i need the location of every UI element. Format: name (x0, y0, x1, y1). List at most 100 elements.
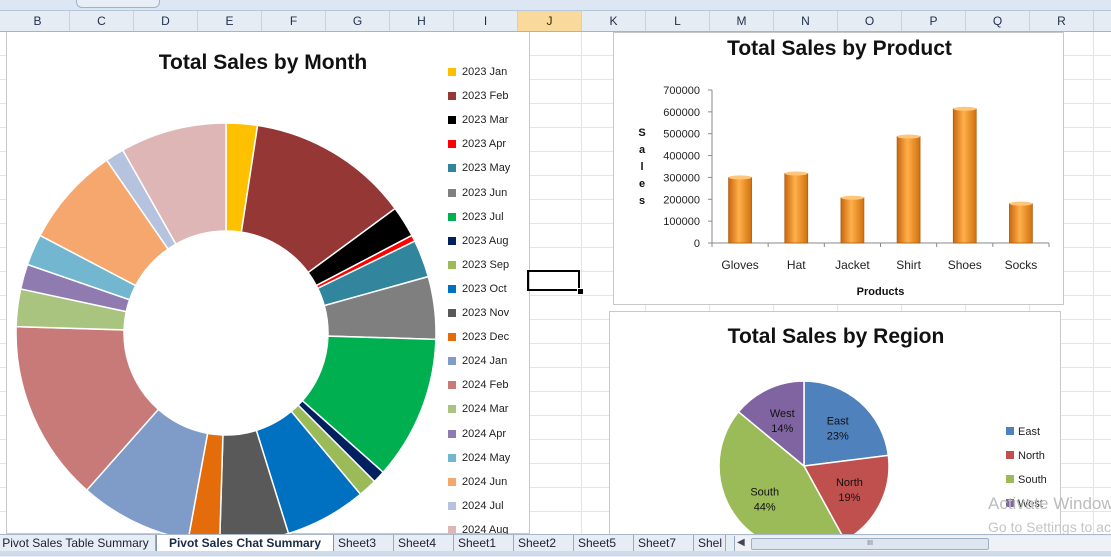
bar-hat[interactable] (784, 173, 809, 244)
column-header-R[interactable]: R (1030, 11, 1094, 31)
column-header-G[interactable]: G (326, 11, 390, 31)
sheet-tab-sheet7[interactable]: Sheet7 (634, 535, 694, 552)
month-chart-title: Total Sales by Month (158, 51, 368, 74)
product-bar-chart[interactable]: Total Sales by Product 0 100000 200000 3000… (613, 32, 1064, 305)
legend-swatch (448, 501, 456, 510)
scrollbar-thumb[interactable]: III (751, 538, 989, 550)
status-bar (0, 551, 1111, 556)
donut-slice-2024-aug[interactable] (121, 122, 227, 246)
region-legend-label: East (1018, 426, 1040, 438)
pie-category-label: North (836, 477, 863, 489)
sheet-tab-sheet1[interactable]: Sheet1 (454, 535, 514, 552)
sheet-tab-sheet5[interactable]: Sheet5 (574, 535, 634, 552)
region-chart-title: Total Sales by Region (727, 325, 945, 348)
x-tick-label: Gloves (721, 258, 758, 272)
month-legend-item: 2023 Aug (448, 234, 509, 248)
selected-cell[interactable] (527, 270, 580, 291)
x-tick-label: Hat (787, 258, 806, 272)
column-header-P[interactable]: P (902, 11, 966, 31)
legend-swatch (448, 453, 456, 462)
month-legend-item: 2023 Dec (448, 330, 509, 344)
column-header-M[interactable]: M (710, 11, 774, 31)
month-legend-item: 2023 Sep (448, 258, 509, 272)
month-donut-chart[interactable]: Total Sales by Month 2023 Jan 2023 Feb 202… (6, 32, 530, 536)
donut-slice-2024-feb[interactable] (15, 325, 160, 492)
legend-swatch (448, 68, 456, 77)
bar-cap (1009, 201, 1033, 206)
bar-cap (784, 171, 808, 176)
column-header-J[interactable]: J (518, 11, 582, 31)
month-legend-item: 2024 May (448, 451, 510, 465)
bar-cap (840, 195, 864, 200)
y-tick-label: 500000 (663, 129, 700, 141)
toolbar-tab-stub[interactable] (76, 0, 160, 8)
legend-label: 2024 Jul (462, 499, 504, 512)
legend-swatch (448, 381, 456, 390)
legend-label: 2023 Feb (462, 90, 509, 103)
product-bar-plot: 0 100000 200000 300000 400000 500000 600000 700… (638, 85, 1050, 298)
sheet-tab-shel[interactable]: Shel (694, 535, 726, 552)
y-tick-label: 600000 (663, 107, 700, 119)
legend-label: 2023 Sep (462, 258, 510, 271)
column-header-I[interactable]: I (454, 11, 518, 31)
region-legend-label: West (1018, 498, 1043, 510)
column-header-B[interactable]: B (6, 11, 70, 31)
bar-shirt[interactable] (896, 136, 921, 244)
legend-swatch (448, 188, 456, 197)
legend-swatch (448, 333, 456, 342)
bar-gloves[interactable] (728, 177, 752, 244)
column-header-D[interactable]: D (134, 11, 198, 31)
region-legend-label: North (1018, 450, 1045, 462)
sheet-tab-sheet4[interactable]: Sheet4 (394, 535, 454, 552)
pie-category-label: West (770, 408, 795, 420)
column-header-N[interactable]: N (774, 11, 838, 31)
column-header-K[interactable]: K (582, 11, 646, 31)
legend-swatch (448, 477, 456, 486)
horizontal-scrollbar[interactable]: ◀ III (734, 536, 1111, 551)
legend-label: 2023 Dec (462, 331, 510, 344)
pie-slice-north[interactable] (802, 454, 890, 535)
pie-percent-label: 14% (771, 423, 793, 435)
column-header-E[interactable]: E (198, 11, 262, 31)
bar-cap (728, 175, 752, 180)
sheet-tab-sheet3[interactable]: Sheet3 (334, 535, 394, 552)
scroll-left-arrow-icon[interactable]: ◀ (737, 537, 745, 548)
pie-slice-east[interactable] (803, 380, 890, 467)
x-tick-label: Socks (1005, 258, 1038, 272)
month-legend-item: 2024 Jul (448, 499, 504, 513)
column-header-L[interactable]: L (646, 11, 710, 31)
pie-slice-south[interactable] (718, 410, 845, 535)
x-tick-label: Jacket (835, 258, 870, 272)
pie-category-label: East (827, 416, 849, 428)
pie-slice-west[interactable] (737, 380, 805, 468)
legend-label: 2024 Aug (462, 523, 509, 536)
month-legend-item: 2023 Mar (448, 113, 508, 127)
legend-swatch (448, 357, 456, 366)
fill-handle[interactable] (577, 288, 584, 295)
column-header-Q[interactable]: Q (966, 11, 1030, 31)
region-pie-chart[interactable]: Total Sales by Region East 23% North 19% Sou… (609, 311, 1061, 535)
sheet-tab-sheet2[interactable]: Sheet2 (514, 535, 574, 552)
pie-percent-label: 23% (827, 431, 849, 443)
column-header-F[interactable]: F (262, 11, 326, 31)
column-header-C[interactable]: C (70, 11, 134, 31)
sheet-tab-pivot-sales-table-summary[interactable]: Pivot Sales Table Summary (0, 535, 156, 552)
legend-swatch (448, 429, 456, 438)
bar-jacket[interactable] (840, 197, 865, 244)
bar-shoes[interactable] (952, 108, 977, 244)
legend-label: 2024 Apr (462, 427, 507, 440)
legend-swatch (448, 236, 456, 245)
legend-swatch (448, 212, 456, 221)
column-header-H[interactable]: H (390, 11, 454, 31)
month-legend-item: 2023 Jan (448, 65, 507, 79)
legend-label: 2024 Jan (462, 355, 508, 368)
column-header-O[interactable]: O (838, 11, 902, 31)
pie-category-label: South (750, 487, 779, 499)
month-legend-item: 2024 Apr (448, 427, 506, 441)
bar-socks[interactable] (1009, 203, 1033, 244)
bar-cap (953, 106, 977, 111)
month-legend-item: 2023 Jun (448, 186, 507, 200)
y-axis-title-letter: S (638, 127, 645, 139)
month-legend-item: 2023 Nov (448, 306, 509, 320)
